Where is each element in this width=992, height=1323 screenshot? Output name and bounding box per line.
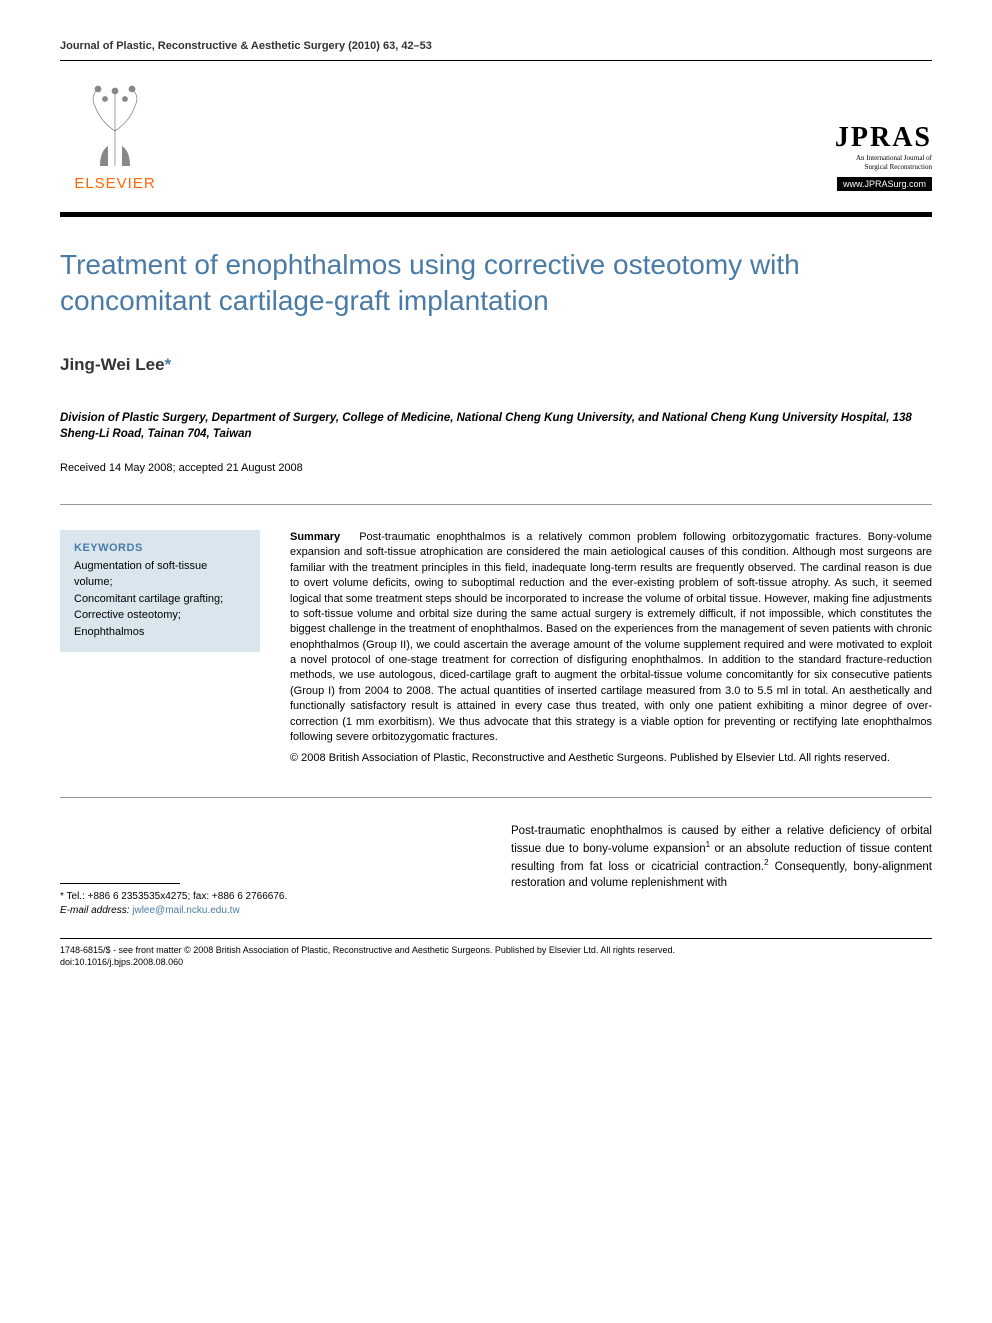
- elsevier-text: ELSEVIER: [74, 175, 155, 192]
- jpras-subtitle: An International Journal of Surgical Rec…: [792, 154, 932, 171]
- summary-label: Summary: [290, 531, 340, 543]
- footnote-tel-label: Tel.:: [67, 891, 88, 902]
- body-col-right: Post-traumatic enophthalmos is caused by…: [511, 823, 932, 918]
- keyword-item: Enophthalmos: [74, 624, 246, 641]
- author-corresponding-marker: *: [165, 355, 172, 374]
- keywords-box: KEYWORDS Augmentation of soft-tissue vol…: [60, 530, 260, 653]
- header-rule: [60, 60, 932, 61]
- footnote-marker: *: [60, 891, 64, 902]
- keyword-item: Augmentation of soft-tissue volume;: [74, 558, 246, 591]
- author-name: Jing-Wei Lee*: [60, 355, 932, 375]
- jpras-sub-line2: Surgical Reconstruction: [865, 163, 932, 171]
- author-name-text: Jing-Wei Lee: [60, 355, 165, 374]
- keyword-item: Corrective osteotomy;: [74, 607, 246, 624]
- keyword-item: Concomitant cartilage grafting;: [74, 591, 246, 608]
- bottom-rule: [60, 938, 932, 939]
- jpras-sub-line1: An International Journal of: [856, 154, 932, 162]
- article-title: Treatment of enophthalmos using correcti…: [60, 247, 932, 320]
- journal-citation: Journal of Plastic, Reconstructive & Aes…: [60, 40, 932, 52]
- body-columns: * Tel.: +886 6 2353535x4275; fax: +886 6…: [60, 823, 932, 918]
- logos-row: ELSEVIER JPRAS An International Journal …: [60, 81, 932, 192]
- summary-column: Summary Post-traumatic enophthalmos is a…: [290, 530, 932, 767]
- summary-text: Post-traumatic enophthalmos is a relativ…: [290, 531, 932, 743]
- jpras-logo: JPRAS An International Journal of Surgic…: [792, 122, 932, 192]
- footer-line1: 1748-6815/$ - see front matter © 2008 Br…: [60, 945, 675, 955]
- corresponding-footnote: * Tel.: +886 6 2353535x4275; fax: +886 6…: [60, 890, 481, 918]
- footer-text: 1748-6815/$ - see front matter © 2008 Br…: [60, 945, 932, 968]
- jpras-abbrev: JPRAS: [792, 122, 932, 154]
- footnote-tel: +886 6 2353535x4275; fax: +886 6 2766676…: [88, 891, 288, 902]
- footnote-rule: [60, 883, 180, 884]
- thin-rule-2: [60, 797, 932, 798]
- thick-rule: [60, 212, 932, 217]
- keywords-heading: KEYWORDS: [74, 542, 246, 554]
- elsevier-logo: ELSEVIER: [60, 81, 170, 192]
- footnote-email-label: E-mail address:: [60, 905, 129, 916]
- article-dates: Received 14 May 2008; accepted 21 August…: [60, 462, 932, 474]
- summary-copyright: © 2008 British Association of Plastic, R…: [290, 751, 932, 766]
- keywords-list: Augmentation of soft-tissue volume; Conc…: [74, 558, 246, 641]
- footer-doi: doi:10.1016/j.bjps.2008.08.060: [60, 957, 183, 967]
- affiliation: Division of Plastic Surgery, Department …: [60, 410, 932, 442]
- footnote-email[interactable]: jwlee@mail.ncku.edu.tw: [132, 905, 239, 916]
- thin-rule: [60, 504, 932, 505]
- jpras-url[interactable]: www.JPRASurg.com: [837, 177, 932, 191]
- elsevier-tree-icon: [70, 81, 160, 171]
- keywords-summary-row: KEYWORDS Augmentation of soft-tissue vol…: [60, 530, 932, 767]
- body-col-left: * Tel.: +886 6 2353535x4275; fax: +886 6…: [60, 823, 481, 918]
